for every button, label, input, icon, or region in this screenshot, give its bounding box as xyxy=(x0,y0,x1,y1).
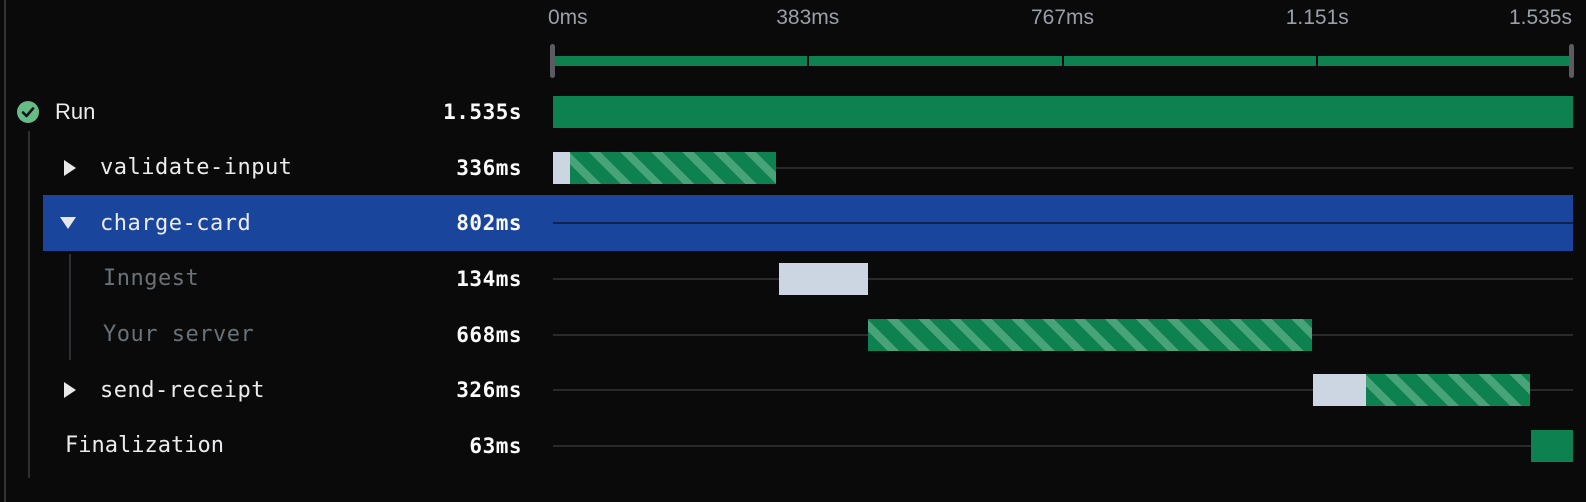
row-label: send-receipt xyxy=(100,377,265,403)
row-label: Finalization xyxy=(65,433,224,459)
ruler: 0ms 383ms 767ms 1.151s 1.535s xyxy=(548,6,1572,34)
row-duration: 1.535s xyxy=(443,99,522,124)
span-bar-queued[interactable] xyxy=(553,151,571,184)
row-duration: 336ms xyxy=(456,155,522,180)
row-inngest[interactable]: Inngest 134ms xyxy=(0,251,1586,307)
span-bar-solid[interactable] xyxy=(553,95,1573,128)
span-bar-queued[interactable] xyxy=(778,262,868,295)
row-your-server[interactable]: Your server 668ms xyxy=(0,307,1586,363)
track-line xyxy=(553,277,1573,280)
minimap-brush-track[interactable] xyxy=(553,54,1572,68)
brush-handle-right[interactable] xyxy=(1569,44,1574,78)
row-track xyxy=(553,251,1573,307)
track-line xyxy=(553,222,1573,225)
expand-chevron-right-icon[interactable] xyxy=(64,382,76,399)
span-bar-solid[interactable] xyxy=(1531,429,1573,462)
ruler-tick-label: 767ms xyxy=(1030,6,1095,29)
brush-handle-left[interactable] xyxy=(550,44,555,78)
trace-rows: Run 1.535s validate-input 336ms charge-c… xyxy=(0,84,1586,474)
track-line xyxy=(553,389,1573,392)
row-duration: 802ms xyxy=(456,211,522,236)
ruler-tick-label: 1.535s xyxy=(1508,6,1572,29)
span-bar-striped[interactable] xyxy=(867,318,1312,351)
span-bar-queued[interactable] xyxy=(1313,374,1367,407)
span-bar-striped[interactable] xyxy=(1366,374,1530,407)
expand-chevron-right-icon[interactable] xyxy=(64,159,76,176)
row-track xyxy=(553,140,1573,196)
track-line xyxy=(553,166,1573,169)
row-validate-input[interactable]: validate-input 336ms xyxy=(0,140,1586,196)
ruler-tick-mark xyxy=(1316,54,1319,68)
collapse-chevron-down-icon[interactable] xyxy=(60,217,76,230)
row-track xyxy=(553,84,1573,140)
row-label: Inngest xyxy=(103,266,200,292)
row-run[interactable]: Run 1.535s xyxy=(0,84,1586,140)
indent-guide xyxy=(69,254,71,360)
panel-left-border xyxy=(4,0,6,502)
track-line xyxy=(553,444,1573,447)
ruler-tick-label: 0ms xyxy=(548,6,588,29)
row-label: Run xyxy=(55,98,96,124)
check-circle-icon xyxy=(17,100,39,123)
row-label: validate-input xyxy=(100,155,293,181)
row-send-receipt[interactable]: send-receipt 326ms xyxy=(0,362,1586,418)
row-track xyxy=(553,195,1573,251)
ruler-tick-label: 1.151s xyxy=(1285,6,1349,29)
row-charge-card[interactable]: charge-card 802ms xyxy=(0,195,1586,252)
row-track xyxy=(553,362,1573,418)
ruler-tick-label: 383ms xyxy=(776,6,840,29)
ruler-tick-mark xyxy=(1061,54,1064,68)
row-duration: 63ms xyxy=(469,433,522,458)
row-duration: 326ms xyxy=(456,378,522,403)
row-finalization[interactable]: Finalization 63ms xyxy=(0,418,1586,474)
span-bar-striped[interactable] xyxy=(570,151,777,184)
row-label: Your server xyxy=(103,322,255,348)
indent-guide xyxy=(28,131,30,478)
row-duration: 668ms xyxy=(456,322,522,347)
row-label: charge-card xyxy=(100,210,252,236)
ruler-tick-mark xyxy=(806,54,809,68)
row-track xyxy=(553,307,1573,363)
row-track xyxy=(553,418,1573,474)
row-duration: 134ms xyxy=(456,266,522,291)
